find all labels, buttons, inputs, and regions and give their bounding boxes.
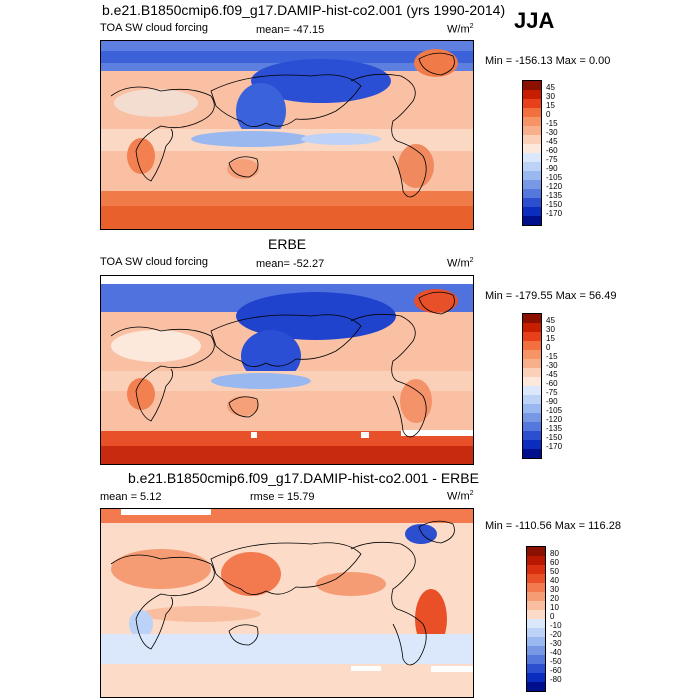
cbar-label: -120: [546, 182, 563, 191]
cbar-label: -30: [546, 361, 558, 370]
cbar-label: 10: [550, 603, 559, 612]
panel-obs-map: [100, 275, 474, 465]
panel-diff-mean: mean = 5.12: [100, 491, 162, 503]
cbar-label: -150: [546, 200, 563, 209]
cbar-label: -60: [546, 146, 558, 155]
panel-obs-variable: TOA SW cloud forcing: [100, 256, 209, 268]
cbar-label: 0: [546, 110, 551, 119]
cbar-label: 15: [546, 101, 555, 110]
cbar-label: -60: [550, 666, 562, 675]
cbar-label: -30: [546, 128, 558, 137]
panel-obs-colorbar: [522, 313, 542, 459]
cbar-label: -135: [546, 191, 563, 200]
panel-obs-mean: mean= -52.27: [256, 258, 325, 270]
cbar-label: 45: [546, 83, 555, 92]
cbar-label: 50: [550, 567, 559, 576]
cbar-label: -150: [546, 433, 563, 442]
season-label: JJA: [514, 8, 555, 33]
panel-model-map: [100, 40, 474, 230]
panel-diff-units: W/m2: [447, 490, 474, 503]
cbar-label: -45: [546, 137, 558, 146]
cbar-label: -45: [546, 370, 558, 379]
cbar-label: -80: [550, 675, 562, 684]
panel-diff-minmax: Min = -110.56 Max = 116.28: [485, 520, 621, 532]
cbar-label: -120: [546, 415, 563, 424]
panel-obs-units: W/m2: [447, 257, 474, 270]
cbar-label: 0: [546, 343, 551, 352]
cbar-label: 0: [550, 612, 555, 621]
cbar-label: 60: [550, 558, 559, 567]
cbar-label: -105: [546, 173, 563, 182]
panel-diff-title: b.e21.B1850cmip6.f09_g17.DAMIP-hist-co2.…: [128, 470, 479, 486]
cbar-label: 40: [550, 576, 559, 585]
cbar-label: -20: [550, 630, 562, 639]
panel-model-colorbar: [522, 80, 542, 226]
panel-model-units: W/m2: [447, 23, 474, 36]
panel-diff-rmse: rmse = 15.79: [250, 491, 315, 503]
cbar-label: -75: [546, 388, 558, 397]
cbar-label: -135: [546, 424, 563, 433]
cbar-label: 30: [546, 92, 555, 101]
cbar-label: -60: [546, 379, 558, 388]
panel-diff-map: [100, 508, 474, 698]
cbar-label: -105: [546, 406, 563, 415]
panel-diff-colorbar: [526, 546, 546, 692]
cbar-label: 80: [550, 549, 559, 558]
cbar-label: -75: [546, 155, 558, 164]
cbar-label: 15: [546, 334, 555, 343]
cbar-label: -15: [546, 352, 558, 361]
panel-obs-title: ERBE: [268, 236, 307, 252]
cbar-label: -90: [546, 164, 558, 173]
cbar-label: -10: [550, 621, 562, 630]
cbar-label: -170: [546, 209, 563, 218]
cbar-label: 30: [550, 585, 559, 594]
panel-model-variable: TOA SW cloud forcing: [100, 22, 209, 34]
cbar-label: -90: [546, 397, 558, 406]
cbar-label: -170: [546, 442, 563, 451]
panel-model-title: b.e21.B1850cmip6.f09_g17.DAMIP-hist-co2.…: [102, 2, 506, 18]
panel-model-mean: mean= -47.15: [256, 24, 325, 36]
panel-obs-minmax: Min = -179.55 Max = 56.49: [485, 290, 617, 302]
cbar-label: -40: [550, 648, 562, 657]
cbar-label: -30: [550, 639, 562, 648]
cbar-label: 30: [546, 325, 555, 334]
panel-model-minmax: Min = -156.13 Max = 0.00: [485, 55, 611, 67]
cbar-label: -15: [546, 119, 558, 128]
cbar-label: 45: [546, 316, 555, 325]
cbar-label: 20: [550, 594, 559, 603]
cbar-label: -50: [550, 657, 562, 666]
